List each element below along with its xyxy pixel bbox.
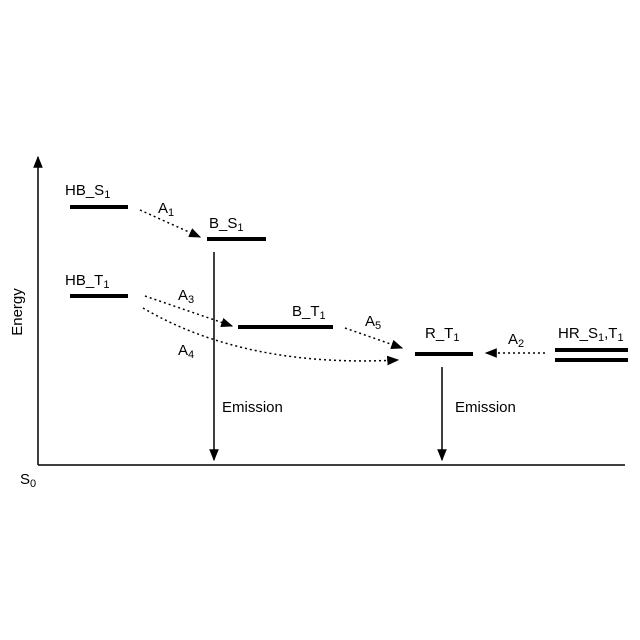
label-text: B_S — [209, 215, 237, 232]
transition-label: A5 — [365, 313, 381, 332]
origin-label: S0 — [20, 471, 36, 490]
subscript: 5 — [375, 320, 381, 332]
emission-label: Emission — [455, 399, 516, 416]
level-label: R_T1 — [425, 325, 459, 344]
label-text: A — [365, 313, 375, 330]
axis-label: Energy — [9, 288, 26, 336]
subscript: 1 — [103, 279, 109, 291]
subscript: 1 — [104, 189, 110, 201]
transition-arrow — [345, 328, 402, 348]
level-label: B_T1 — [292, 303, 326, 322]
subscript: 2 — [518, 338, 524, 350]
page: {"axis": {"label": "Energy", "origin": [… — [0, 0, 640, 640]
label-text: ,T — [604, 325, 617, 342]
label-text: A — [178, 342, 188, 359]
label-text: HB_T — [65, 272, 103, 289]
label-text: S — [20, 471, 30, 488]
subscript: 1 — [617, 332, 623, 344]
subscript: 1 — [320, 310, 326, 322]
level-label: HB_T1 — [65, 272, 109, 291]
label-text: HB_S — [65, 182, 104, 199]
level-label: HB_S1 — [65, 182, 110, 201]
label-text: A — [178, 287, 188, 304]
label-text: HR_S — [558, 325, 598, 342]
subscript: 0 — [30, 478, 36, 490]
transition-label: A2 — [508, 331, 524, 350]
label-text: A — [508, 331, 518, 348]
subscript: 4 — [188, 349, 194, 361]
energy-diagram: Energy S0 HB_S1 B_S1 HB_T1 B_T1 R_T1 HR_… — [0, 0, 640, 640]
subscript: 1 — [237, 222, 243, 234]
label-text: A — [158, 200, 168, 217]
level-label: HR_S1,T1 — [558, 325, 624, 344]
label-text: R_T — [425, 325, 453, 342]
emission-label: Emission — [222, 399, 283, 416]
transition-label: A4 — [178, 342, 194, 361]
level-label: B_S1 — [209, 215, 243, 234]
subscript: 3 — [188, 294, 194, 306]
transition-label: A3 — [178, 287, 194, 306]
transition-label: A1 — [158, 200, 174, 219]
subscript: 1 — [453, 332, 459, 344]
subscript: 1 — [168, 207, 174, 219]
label-text: B_T — [292, 303, 320, 320]
